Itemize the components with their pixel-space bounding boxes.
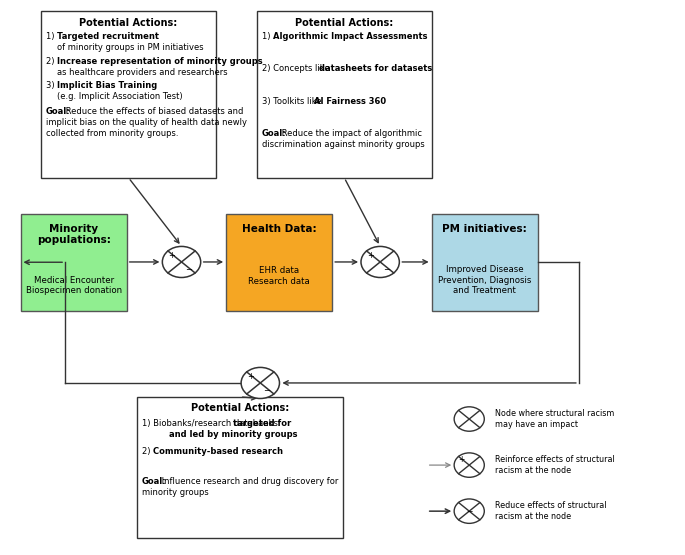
Text: −: − bbox=[185, 265, 192, 274]
Text: Community-based research: Community-based research bbox=[153, 447, 283, 456]
Bar bbox=[21, 214, 127, 311]
Text: Medical Encounter
Biospecimen donation: Medical Encounter Biospecimen donation bbox=[25, 276, 122, 295]
Text: 2) Concepts like: 2) Concepts like bbox=[262, 64, 332, 73]
Text: +: + bbox=[247, 372, 253, 381]
Text: AI Fairness 360: AI Fairness 360 bbox=[314, 97, 386, 105]
Text: −: − bbox=[466, 507, 473, 516]
Text: discrimination against minority groups: discrimination against minority groups bbox=[262, 140, 425, 149]
Text: Potential Actions:: Potential Actions: bbox=[295, 18, 393, 28]
Bar bbox=[257, 11, 432, 178]
Bar bbox=[41, 11, 216, 178]
Text: of minority groups in PM initiatives: of minority groups in PM initiatives bbox=[57, 43, 203, 52]
Text: Goal:: Goal: bbox=[262, 129, 286, 138]
Text: 3) Toolkits like: 3) Toolkits like bbox=[262, 97, 324, 105]
Circle shape bbox=[162, 246, 201, 278]
Text: as healthcare providers and researchers: as healthcare providers and researchers bbox=[57, 68, 227, 77]
Text: 3): 3) bbox=[46, 81, 57, 90]
Text: Health Data:: Health Data: bbox=[242, 224, 316, 234]
Bar bbox=[432, 214, 538, 311]
Text: 1): 1) bbox=[46, 32, 57, 41]
Circle shape bbox=[361, 246, 399, 278]
Circle shape bbox=[241, 367, 279, 398]
Text: Increase representation of minority groups: Increase representation of minority grou… bbox=[57, 57, 262, 65]
Text: 2): 2) bbox=[46, 57, 57, 65]
Text: minority groups: minority groups bbox=[142, 488, 208, 497]
Text: Reinforce effects of structural
racism at the node: Reinforce effects of structural racism a… bbox=[495, 456, 614, 475]
Text: +: + bbox=[168, 251, 175, 260]
Text: Algorithmic Impact Assessments: Algorithmic Impact Assessments bbox=[273, 32, 427, 41]
Text: Goal:: Goal: bbox=[46, 107, 71, 115]
Text: Reduce effects of structural
racism at the node: Reduce effects of structural racism at t… bbox=[495, 502, 606, 521]
Text: Node where structural racism
may have an impact: Node where structural racism may have an… bbox=[495, 410, 614, 428]
Text: and led by minority groups: and led by minority groups bbox=[169, 430, 298, 439]
Text: −: − bbox=[264, 386, 271, 395]
Text: (e.g. Implicit Association Test): (e.g. Implicit Association Test) bbox=[57, 92, 182, 101]
Text: +: + bbox=[458, 455, 465, 464]
Text: +: + bbox=[366, 251, 373, 260]
Text: Targeted recruitment: Targeted recruitment bbox=[57, 32, 159, 41]
Circle shape bbox=[454, 407, 484, 431]
Text: Implicit Bias Training: Implicit Bias Training bbox=[57, 81, 157, 90]
Text: datasheets for datasets: datasheets for datasets bbox=[319, 64, 432, 73]
Text: 1): 1) bbox=[262, 32, 273, 41]
Circle shape bbox=[454, 499, 484, 523]
Text: Improved Disease
Prevention, Diagnosis
and Treatment: Improved Disease Prevention, Diagnosis a… bbox=[438, 265, 532, 295]
Bar bbox=[226, 214, 332, 311]
Text: Potential Actions:: Potential Actions: bbox=[79, 18, 177, 28]
Bar bbox=[137, 397, 342, 538]
Text: Reduce the impact of algorithmic: Reduce the impact of algorithmic bbox=[279, 129, 422, 138]
Text: Potential Actions:: Potential Actions: bbox=[190, 403, 289, 413]
Text: targeted for: targeted for bbox=[233, 419, 291, 428]
Text: Goal:: Goal: bbox=[142, 477, 166, 486]
Text: Minority
populations:: Minority populations: bbox=[37, 224, 110, 245]
Text: EHR data
Research data: EHR data Research data bbox=[248, 266, 310, 286]
Text: PM initiatives:: PM initiatives: bbox=[443, 224, 527, 234]
Text: −: − bbox=[384, 265, 390, 274]
Text: collected from minority groups.: collected from minority groups. bbox=[46, 129, 178, 138]
Text: 2): 2) bbox=[142, 447, 153, 456]
Text: Influence research and drug discovery for: Influence research and drug discovery fo… bbox=[159, 477, 338, 486]
Circle shape bbox=[454, 453, 484, 477]
Text: Reduce the effects of biased datasets and: Reduce the effects of biased datasets an… bbox=[63, 107, 243, 115]
Text: 1) Biobanks/research databanks: 1) Biobanks/research databanks bbox=[142, 419, 280, 428]
Text: implicit bias on the quality of health data newly: implicit bias on the quality of health d… bbox=[46, 118, 247, 127]
